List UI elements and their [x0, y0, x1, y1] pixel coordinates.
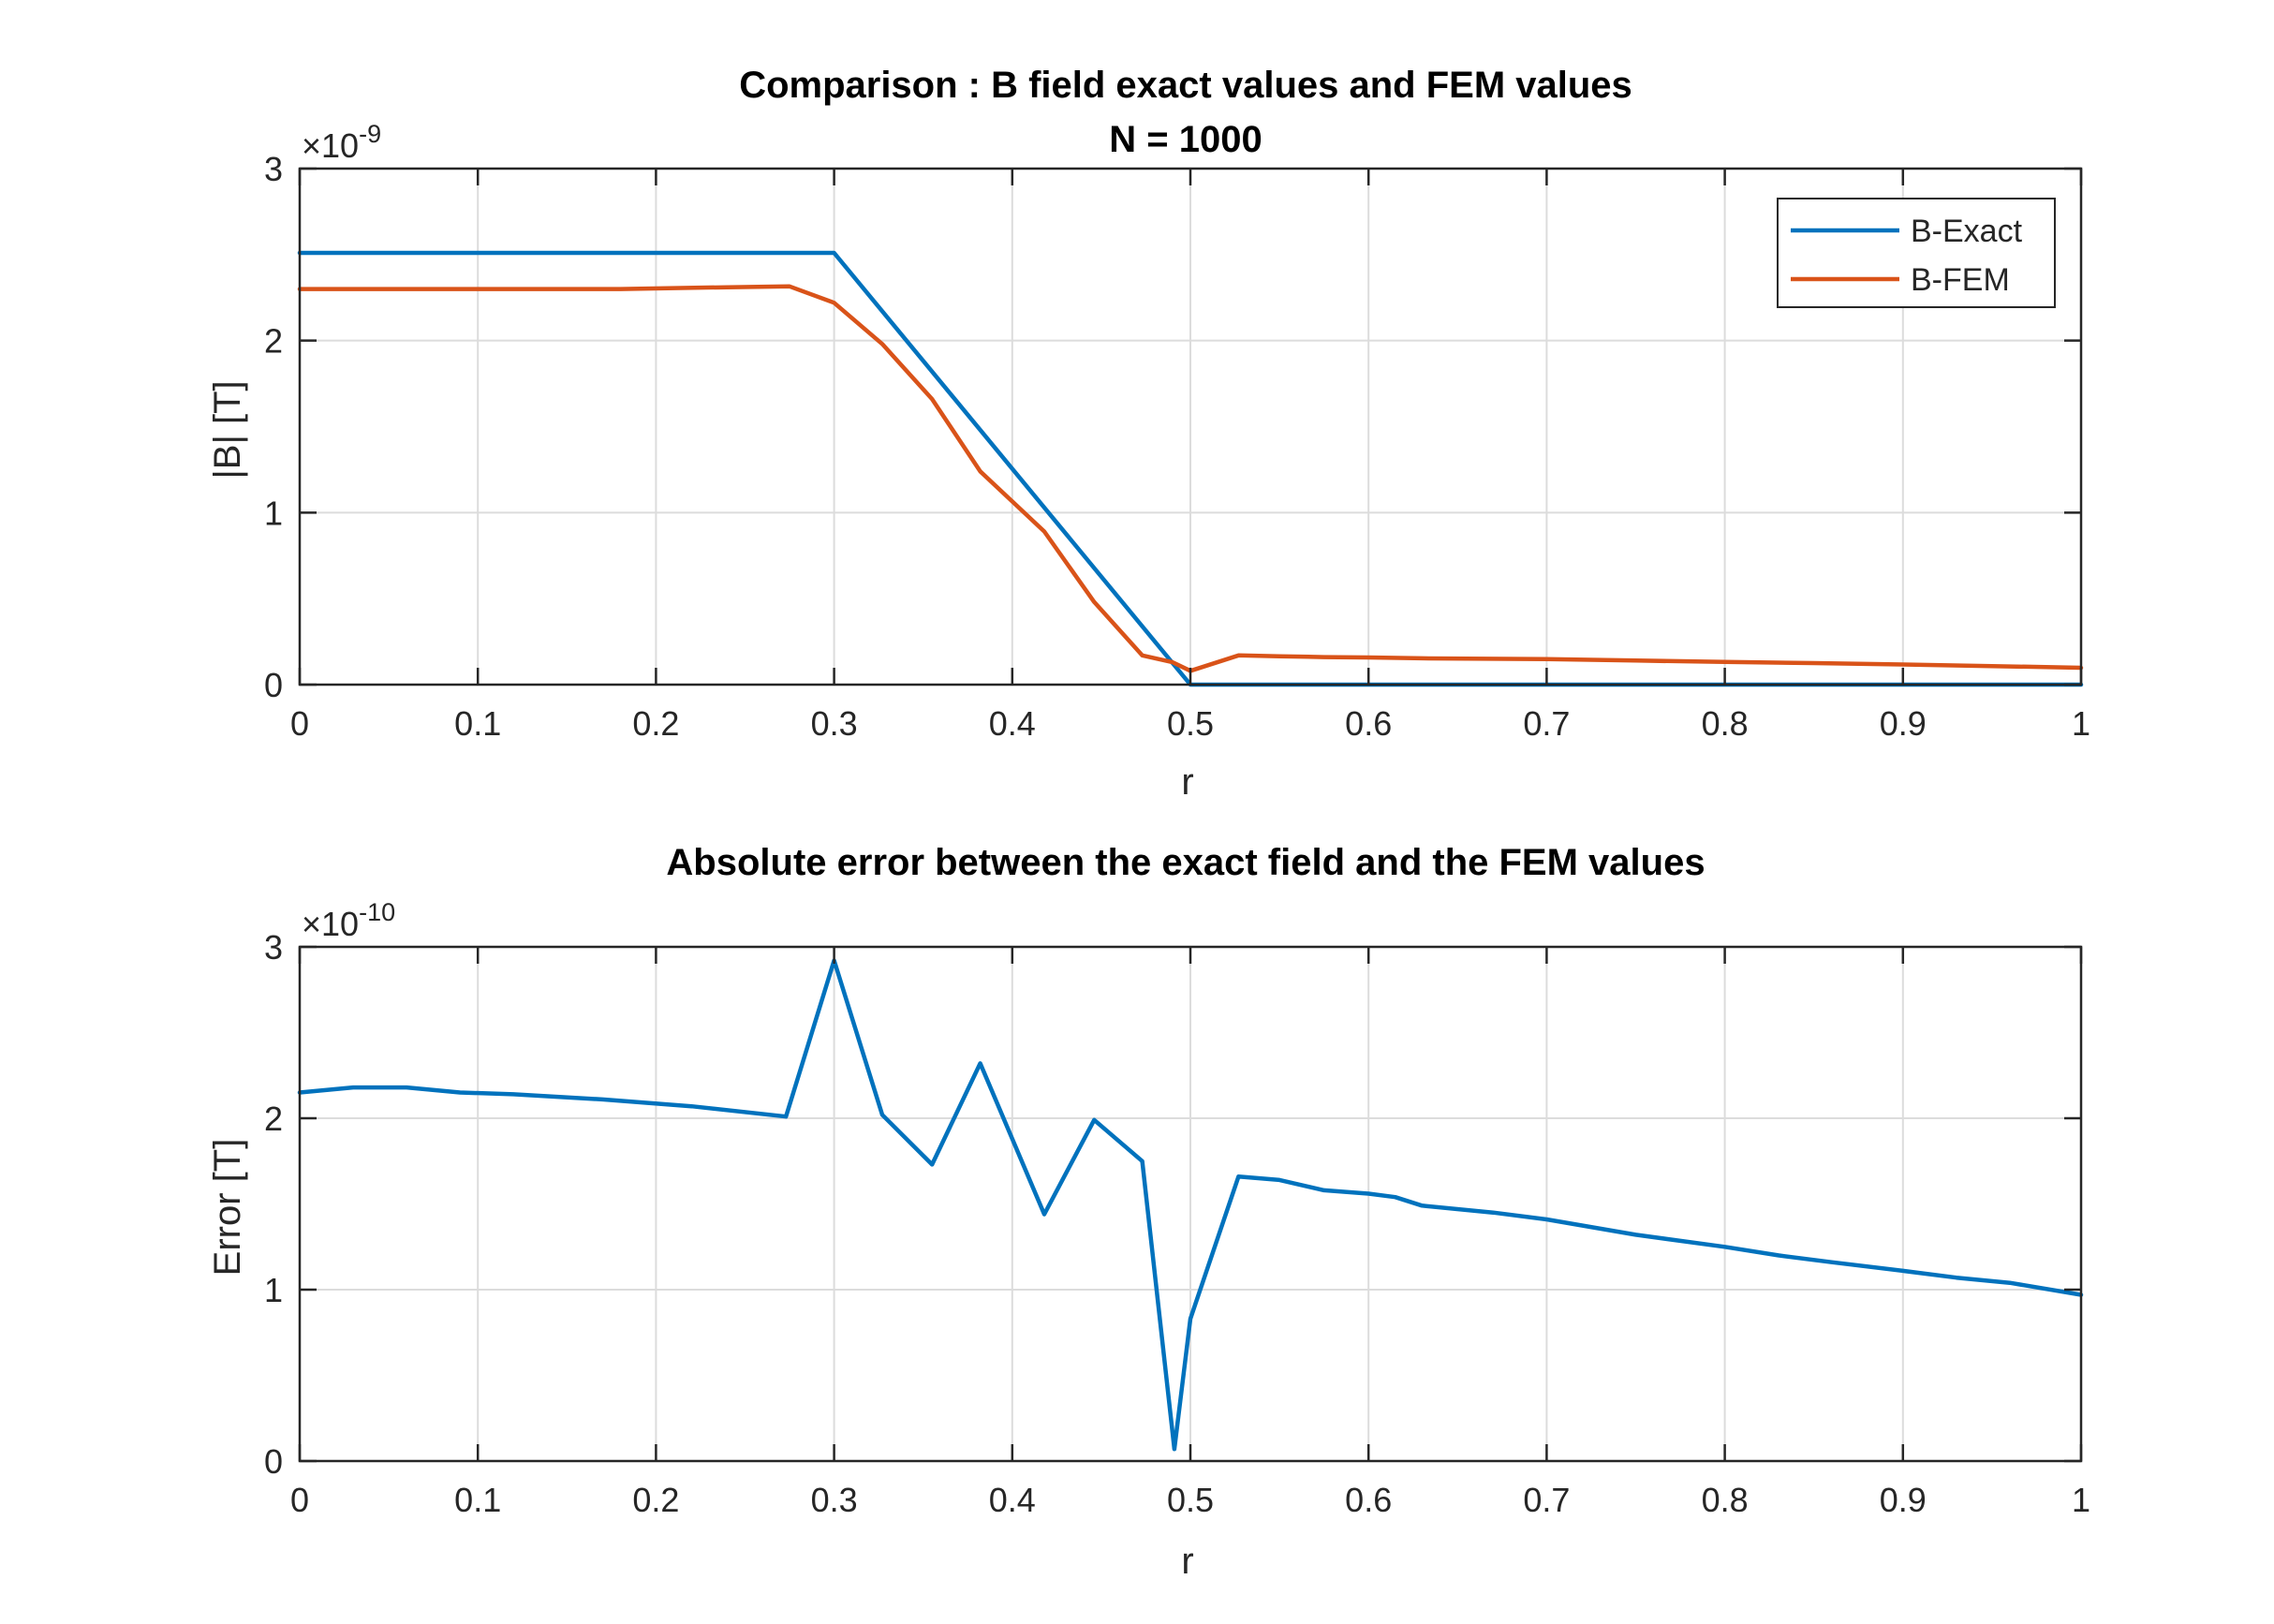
top-y-exponent-power: -9	[359, 120, 381, 148]
top-y-tick-label: 1	[264, 494, 283, 532]
bottom-chart: Absolute error between the exact field a…	[207, 842, 2090, 1582]
bottom-x-tick-label: 0.9	[1880, 1481, 1927, 1519]
top-x-tick-label: 0.7	[1523, 704, 1570, 743]
bottom-y-tick-label: 0	[264, 1442, 283, 1481]
top-x-tick-label: 1	[2072, 704, 2090, 743]
top-x-tick-label: 0.4	[989, 704, 1036, 743]
bottom-series-line-0	[297, 958, 2084, 1452]
top-x-tick-label: 0.2	[632, 704, 679, 743]
bottom-x-tick-label: 0.1	[454, 1481, 501, 1519]
top-y-tick-label: 3	[264, 150, 283, 188]
bottom-x-tick-label: 0.3	[811, 1481, 858, 1519]
bottom-y-exponent-base: ×10	[302, 905, 359, 943]
top-x-tick-label: 0.9	[1880, 704, 1927, 743]
top-x-axis-label: r	[1181, 761, 1193, 803]
top-series-line-b-fem	[297, 284, 2084, 673]
bottom-x-tick-label: 0.6	[1345, 1481, 1392, 1519]
bottom-y-tick-label: 1	[264, 1271, 283, 1309]
bottom-x-axis-label: r	[1181, 1541, 1193, 1582]
legend-box	[1777, 198, 2056, 308]
top-y-exponent: ×10-9	[302, 120, 381, 165]
top-legend: B-Exact B-FEM	[1777, 198, 2056, 308]
bottom-y-axis-label: Error [T]	[207, 1139, 248, 1277]
bottom-x-tick-label: 0.4	[989, 1481, 1036, 1519]
top-y-tick-label: 0	[264, 666, 283, 704]
top-x-tick-label: 0.3	[811, 704, 858, 743]
legend-label-b-fem: B-FEM	[1911, 262, 2010, 298]
top-x-tick-label: 0.5	[1167, 704, 1214, 743]
bottom-x-tick-label: 0	[290, 1481, 309, 1519]
legend-label-b-exact: B-Exact	[1911, 214, 2023, 249]
bottom-x-tick-label: 0.8	[1702, 1481, 1749, 1519]
top-chart-title: Comparison : B field exact values and FE…	[739, 65, 1632, 106]
bottom-y-exponent-power: -10	[359, 898, 395, 926]
bottom-x-tick-label: 0.7	[1523, 1481, 1570, 1519]
bottom-x-tick-label: 0.2	[632, 1481, 679, 1519]
top-x-tick-label: 0.6	[1345, 704, 1392, 743]
top-y-axis-label: |B| [T]	[207, 380, 248, 479]
top-chart: Comparison : B field exact values and FE…	[207, 65, 2090, 803]
top-x-tick-label: 0.1	[454, 704, 501, 743]
top-y-tick-label: 2	[264, 322, 283, 361]
bottom-x-tick-label: 1	[2072, 1481, 2090, 1519]
bottom-y-tick-label: 2	[264, 1100, 283, 1138]
top-x-tick-label: 0	[290, 704, 309, 743]
bottom-x-tick-label: 0.5	[1167, 1481, 1214, 1519]
bottom-y-exponent: ×10-10	[302, 898, 395, 943]
top-y-exponent-base: ×10	[302, 126, 359, 165]
bottom-chart-title: Absolute error between the exact field a…	[666, 842, 1705, 883]
top-x-tick-label: 0.8	[1702, 704, 1749, 743]
bottom-y-tick-label: 3	[264, 928, 283, 967]
top-chart-subtitle: N = 1000	[1109, 119, 1262, 160]
